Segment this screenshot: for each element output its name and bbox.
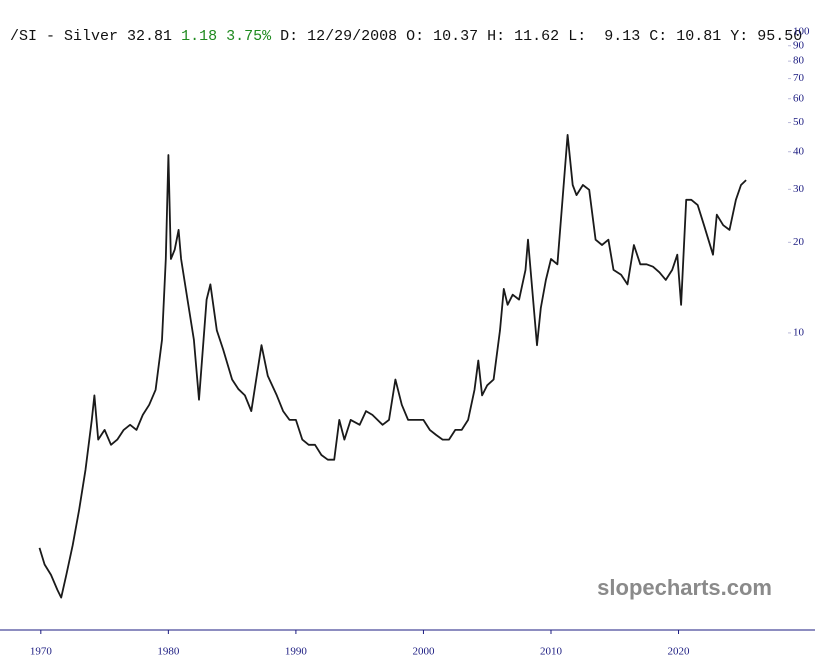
y-tick-label: 20: [793, 236, 805, 248]
change-pct: 3.75%: [226, 28, 272, 45]
x-tick-label: 2000: [412, 646, 435, 658]
y-tick-label: 30: [793, 183, 805, 195]
price-line: [38, 134, 747, 599]
bar-info: D: 12/29/2008 O: 10.37 H: 11.62 L: 9.13 …: [280, 28, 803, 45]
y-tick-label: 70: [793, 72, 805, 84]
change: 1.18: [181, 28, 218, 45]
watermark: slopecharts.com: [597, 575, 772, 600]
y-tick-label: 90: [793, 39, 805, 51]
y-tick-label: 80: [793, 55, 805, 67]
quote-header: /SI - Silver 32.81 1.18 3.75% D: 12/29/2…: [10, 28, 802, 45]
x-tick-label: 2010: [540, 646, 563, 658]
x-tick-label: 2020: [668, 646, 691, 658]
y-tick-label: 10: [793, 326, 805, 338]
y-tick-label: 60: [793, 92, 805, 104]
y-tick-label: 50: [793, 116, 805, 128]
symbol: /SI - Silver: [10, 28, 119, 45]
last-price: 32.81: [127, 28, 173, 45]
y-tick-label: 40: [793, 145, 805, 157]
x-tick-label: 1990: [285, 646, 308, 658]
x-tick-label: 1980: [157, 646, 180, 658]
x-tick-label: 1970: [30, 646, 53, 658]
y-tick-label: 100: [793, 26, 810, 38]
